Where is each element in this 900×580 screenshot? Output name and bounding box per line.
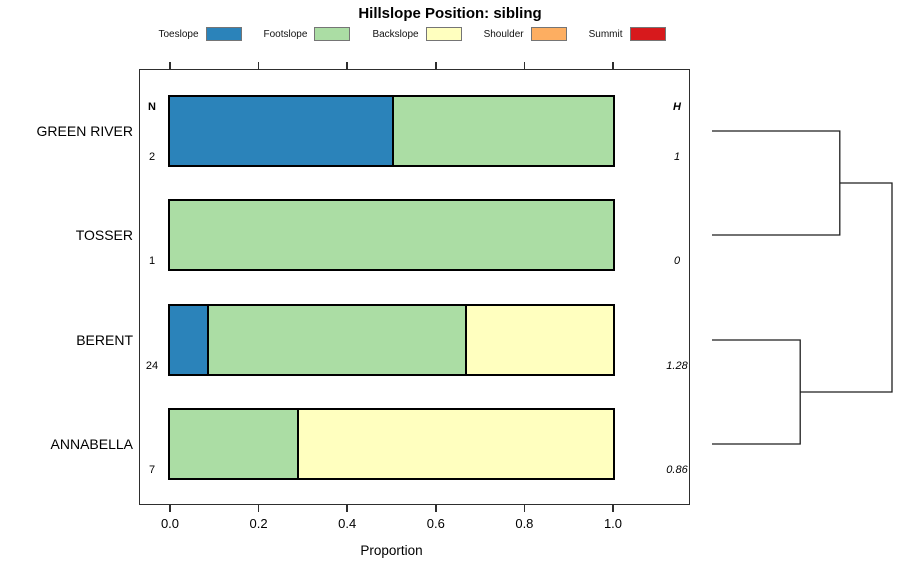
row-label-tosser: TOSSER <box>75 227 133 243</box>
legend-label: Backslope <box>372 28 419 40</box>
legend-swatch-summit <box>629 27 666 41</box>
bar-segment-footslope <box>206 306 466 374</box>
axis-tick-bottom <box>169 505 171 512</box>
axis-tick-label: 0.2 <box>249 516 268 531</box>
n-value: 24 <box>145 360 159 372</box>
legend-label: Shoulder <box>483 28 524 40</box>
bar-segment-footslope <box>391 97 613 165</box>
h-value: 0.86 <box>666 464 688 476</box>
h-value: 1.28 <box>666 360 688 372</box>
row-label-berent: BERENT <box>76 332 133 348</box>
axis-tick-label: 0.0 <box>160 516 180 531</box>
bar-green-river <box>168 95 615 167</box>
legend-swatch-shoulder <box>530 27 567 41</box>
h-column-header: H <box>673 101 681 113</box>
bar-tosser <box>168 199 615 271</box>
n-column-header: N <box>148 101 156 113</box>
legend-item-summit: Summit <box>589 27 666 41</box>
bar-segment-backslope <box>296 410 613 478</box>
axis-tick-bottom <box>612 505 614 512</box>
legend-label: Footslope <box>263 28 308 40</box>
axis-tick-bottom <box>523 505 526 512</box>
axis-tick-label: 0.4 <box>338 516 357 531</box>
bar-segment-footslope <box>170 201 613 269</box>
n-value: 2 <box>148 151 156 163</box>
legend-label: Toeslope <box>158 28 199 40</box>
axis-tick-top <box>169 62 171 69</box>
legend-item-toeslope: Toeslope <box>158 27 242 41</box>
n-value: 1 <box>148 255 156 267</box>
axis-tick-bottom <box>346 505 348 512</box>
axis-tick-label: 1.0 <box>603 516 623 531</box>
legend-swatch-backslope <box>425 27 462 41</box>
n-value: 7 <box>148 464 156 476</box>
bar-berent <box>168 304 615 376</box>
dendrogram-link <box>712 130 841 236</box>
legend: Toeslope Footslope Backslope Shoulder Summit <box>0 25 824 43</box>
dendrogram-link <box>712 339 801 445</box>
legend-item-shoulder: Shoulder <box>484 27 567 41</box>
chart-title: Hillslope Position: sibling <box>358 5 542 22</box>
legend-item-footslope: Footslope <box>264 27 351 41</box>
legend-item-backslope: Backslope <box>372 27 462 41</box>
axis-tick-bottom <box>435 505 437 512</box>
plot-box <box>139 69 690 505</box>
x-axis-label: Proportion <box>360 543 423 558</box>
legend-swatch-footslope <box>314 27 351 41</box>
axis-tick-label: 0.8 <box>515 516 534 531</box>
axis-tick-top <box>523 62 526 69</box>
bar-segment-backslope <box>465 306 613 374</box>
axis-tick-top <box>346 62 348 69</box>
bar-segment-toeslope <box>170 306 207 374</box>
axis-tick-label: 0.6 <box>426 516 445 531</box>
dendrogram-link <box>800 182 893 393</box>
h-value: 0 <box>673 255 681 267</box>
axis-tick-top <box>257 62 260 69</box>
bar-annabella <box>168 408 615 480</box>
h-value: 1 <box>673 151 681 163</box>
legend-swatch-toeslope <box>205 27 242 41</box>
bar-segment-toeslope <box>170 97 392 165</box>
bar-segment-footslope <box>170 410 297 478</box>
axis-tick-bottom <box>257 505 260 512</box>
row-label-annabella: ANNABELLA <box>50 436 133 452</box>
axis-tick-top <box>435 62 437 69</box>
legend-label: Summit <box>588 28 623 40</box>
row-label-green-river: GREEN RIVER <box>36 123 133 139</box>
axis-tick-top <box>612 62 614 69</box>
